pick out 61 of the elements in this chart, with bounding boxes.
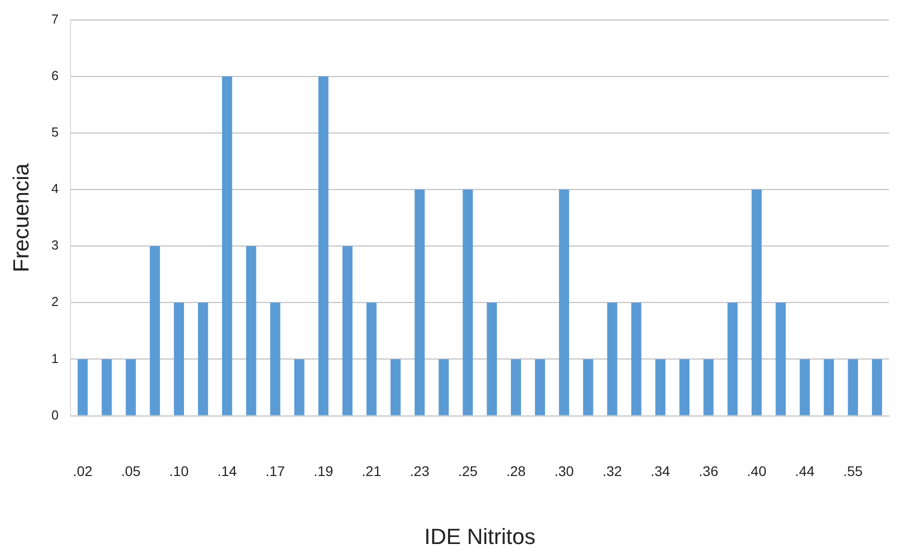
bar (198, 302, 208, 416)
x-axis-title: IDE Nitritos (424, 524, 536, 549)
x-tick-label: .30 (554, 463, 574, 480)
bar (438, 359, 449, 416)
bar (607, 302, 618, 416)
x-tick-label: .28 (506, 463, 526, 480)
bar (631, 302, 642, 416)
bar (102, 359, 112, 416)
bar (510, 359, 521, 416)
bar (462, 190, 473, 416)
bar (126, 359, 136, 416)
bar (390, 359, 401, 416)
bar (246, 246, 256, 416)
bar (776, 302, 786, 416)
bar (486, 302, 497, 416)
bar (150, 246, 160, 416)
x-tick-label: .55 (843, 463, 863, 480)
x-tick-label: .21 (362, 463, 382, 480)
bar (318, 76, 328, 416)
x-tick-label: .44 (795, 463, 815, 480)
bar (679, 359, 690, 416)
bar (270, 302, 280, 416)
x-tick-label: .40 (746, 463, 767, 480)
bar (78, 359, 88, 416)
bar (559, 190, 570, 416)
x-tick-label: .02 (72, 463, 93, 480)
y-axis-title: Frecuencia (8, 162, 34, 272)
y-tick-label: 7 (51, 11, 59, 26)
y-tick-label: 4 (51, 181, 59, 196)
bar (752, 190, 762, 416)
bar (222, 76, 232, 416)
bar (366, 302, 377, 416)
bar (655, 359, 666, 416)
x-tick-label: .19 (314, 463, 334, 480)
y-tick-label: 1 (51, 350, 59, 366)
bar (534, 359, 546, 416)
x-tick-label: .36 (698, 463, 718, 480)
x-tick-label: .05 (121, 463, 141, 480)
bar (824, 359, 834, 416)
bar (294, 359, 304, 416)
bar (703, 359, 714, 416)
bar (342, 246, 352, 416)
bar (728, 302, 738, 416)
x-tick-label: .17 (265, 463, 286, 480)
x-tick-label: .10 (169, 463, 189, 480)
bar (848, 359, 858, 416)
x-tick-label: .14 (217, 463, 238, 480)
x-tick-label: .34 (650, 463, 670, 480)
bar (583, 359, 594, 416)
x-tick-label: .25 (458, 463, 478, 480)
bar (872, 359, 882, 416)
y-tick-label: 3 (51, 238, 59, 253)
y-tick-label: 2 (51, 294, 59, 310)
x-tick-label: .32 (602, 463, 622, 480)
x-tick-label: .23 (410, 463, 430, 480)
y-tick-label: 0 (51, 407, 59, 422)
y-tick-label: 6 (51, 68, 59, 83)
y-tick-label: 5 (51, 124, 59, 140)
bar (800, 359, 810, 416)
bar (414, 190, 425, 416)
bar (174, 302, 184, 416)
